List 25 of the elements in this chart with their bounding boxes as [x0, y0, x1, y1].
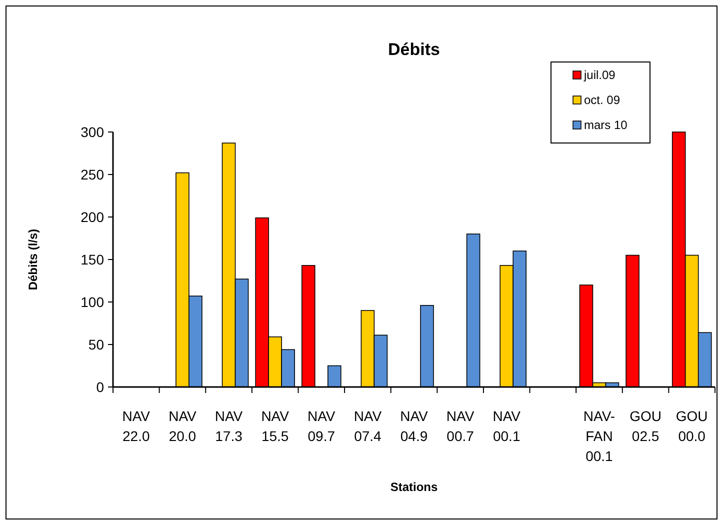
x-tick-label: NAV 07.4 [354, 408, 382, 444]
legend-label: juil.09 [583, 68, 616, 82]
x-tick-label: GOU 02.5 [630, 408, 662, 444]
y-tick-label: 200 [80, 208, 104, 225]
x-tick-label: NAV-FAN 00.1 [583, 408, 616, 464]
x-tick-label: NAV 00.7 [446, 408, 475, 444]
x-axis-title: Stations [390, 480, 438, 494]
y-axis-title: Débits (l/s) [26, 228, 40, 290]
legend-label: oct. 09 [584, 93, 620, 108]
x-tick-label: NAV 00.1 [492, 408, 522, 444]
y-tick-label: 50 [88, 336, 104, 352]
x-tick-label: GOU 00.0 [676, 408, 708, 444]
y-tick-label: 0 [96, 378, 104, 395]
y-tick-label: 150 [80, 251, 104, 268]
x-tick-label: NAV 15.5 [261, 408, 290, 444]
chart-title: Débits [388, 40, 440, 59]
x-tick-label: NAV 20.0 [168, 408, 197, 444]
x-tick-label: NAV 09.7 [308, 408, 336, 444]
x-tick-label: NAV 17.3 [214, 408, 244, 444]
x-tick-label: NAV 22.0 [122, 408, 151, 444]
y-tick-label: 100 [80, 294, 104, 310]
legend-label: mars 10 [584, 118, 628, 132]
y-tick-label: 300 [80, 124, 104, 140]
x-tick-label: NAV 04.9 [400, 408, 429, 444]
y-tick-label: 250 [80, 166, 104, 182]
